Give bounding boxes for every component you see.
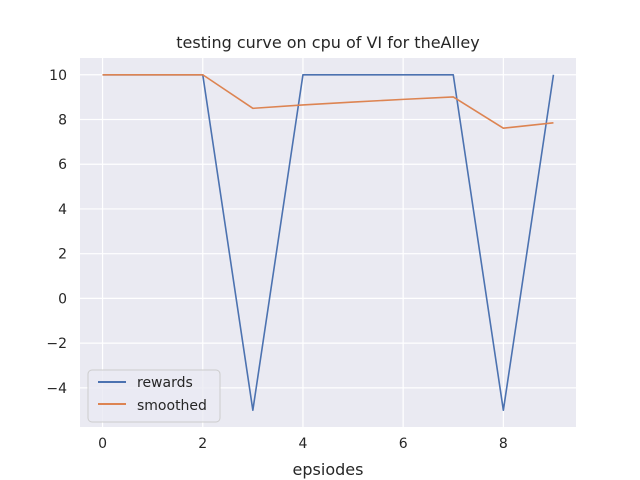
x-axis-label: epsiodes xyxy=(293,460,364,479)
y-tick-label: −4 xyxy=(46,381,67,397)
x-tick-label: 4 xyxy=(298,436,307,452)
x-tick-label: 6 xyxy=(399,436,408,452)
y-tick-label: 10 xyxy=(49,68,67,84)
series-lines xyxy=(102,73,555,412)
x-tick-label: 8 xyxy=(499,436,508,452)
chart-title: testing curve on cpu of VI for theAlley xyxy=(176,33,479,52)
y-tick-label: 6 xyxy=(58,157,67,173)
y-tick-labels: 10 8 6 4 2 0 −2 −4 xyxy=(46,68,67,397)
y-tick-label: 4 xyxy=(58,202,67,218)
legend-label-smoothed: smoothed xyxy=(137,398,207,414)
grid xyxy=(80,58,576,427)
x-tick-label: 0 xyxy=(98,436,107,452)
y-tick-label: 8 xyxy=(58,113,67,129)
x-tick-labels: 0 2 4 6 8 xyxy=(98,436,508,452)
series-line-smoothed xyxy=(102,73,554,130)
legend-label-rewards: rewards xyxy=(137,375,193,391)
y-tick-label: 0 xyxy=(58,291,67,307)
y-tick-label: 2 xyxy=(58,247,67,263)
y-tick-label: −2 xyxy=(46,336,67,352)
x-tick-label: 2 xyxy=(198,436,207,452)
legend: rewards smoothed xyxy=(87,369,221,423)
